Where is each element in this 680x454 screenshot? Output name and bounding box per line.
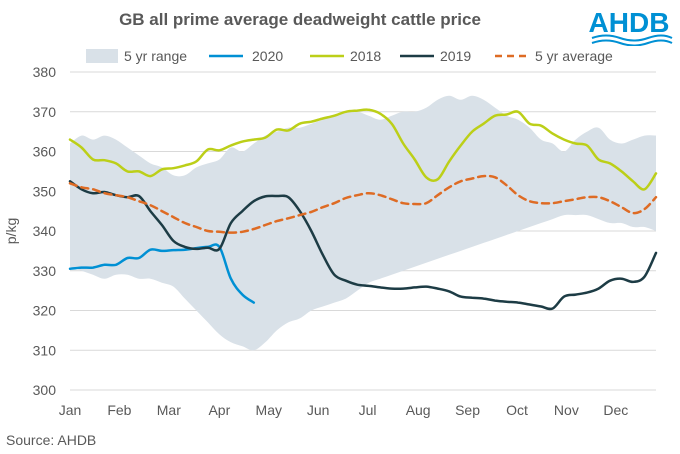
x-tick-label-mar: Mar: [157, 402, 181, 418]
x-tick-label-aug: Aug: [406, 402, 431, 418]
y-axis-label: p/kg: [3, 218, 19, 244]
x-tick-label-may: May: [256, 402, 282, 418]
range-area: [70, 95, 656, 351]
x-tick-label-feb: Feb: [107, 402, 131, 418]
logo-wordmark: AHDB: [589, 7, 670, 38]
legend: 5 yr range 2020 2018 2019 5 yr average: [86, 48, 613, 64]
x-tick-label-oct: Oct: [506, 402, 528, 418]
series-line-2018: [68, 108, 658, 191]
series-layer: [68, 108, 658, 311]
logo-wave-2: [591, 39, 673, 46]
ahdb-logo: AHDB: [589, 7, 673, 46]
legend-swatch-5-yr-range: [86, 49, 118, 63]
y-tick-label-360: 360: [33, 144, 57, 160]
x-tick-label-jul: Jul: [359, 402, 377, 418]
legend-label-2020: 2020: [252, 48, 283, 64]
y-tick-label-350: 350: [33, 183, 57, 199]
legend-label-5-yr-range: 5 yr range: [124, 48, 187, 64]
x-axis-ticks: Jan Feb Mar Apr May Jun Jul Aug Sep Oct Nov Dec: [59, 402, 629, 418]
x-tick-label-apr: Apr: [208, 402, 230, 418]
range-area-layer: [70, 95, 656, 351]
x-tick-label-dec: Dec: [603, 402, 628, 418]
y-tick-label-310: 310: [33, 342, 57, 358]
y-tick-label-340: 340: [33, 223, 57, 239]
y-tick-label-300: 300: [33, 382, 57, 398]
y-axis-ticks: 300 310 320 330 340 350 360 370 380: [33, 64, 57, 398]
series-line-2020: [68, 243, 256, 304]
legend-label-2019: 2019: [440, 48, 471, 64]
x-tick-label-jun: Jun: [307, 402, 330, 418]
y-tick-label-330: 330: [33, 263, 57, 279]
legend-label-2018: 2018: [350, 48, 381, 64]
legend-label-5-yr-average: 5 yr average: [535, 48, 613, 64]
logo-wave-1: [591, 34, 673, 42]
y-tick-label-380: 380: [33, 64, 57, 80]
series-line-2019: [68, 180, 658, 311]
series-line-5-yr-average: [68, 174, 658, 234]
x-tick-label-sep: Sep: [455, 402, 480, 418]
y-tick-label-320: 320: [33, 303, 57, 319]
x-tick-label-jan: Jan: [59, 402, 82, 418]
source-note: Source: AHDB: [6, 432, 97, 448]
y-tick-label-370: 370: [33, 104, 57, 120]
chart-title: GB all prime average deadweight cattle p…: [119, 10, 481, 29]
x-tick-label-nov: Nov: [554, 402, 579, 418]
